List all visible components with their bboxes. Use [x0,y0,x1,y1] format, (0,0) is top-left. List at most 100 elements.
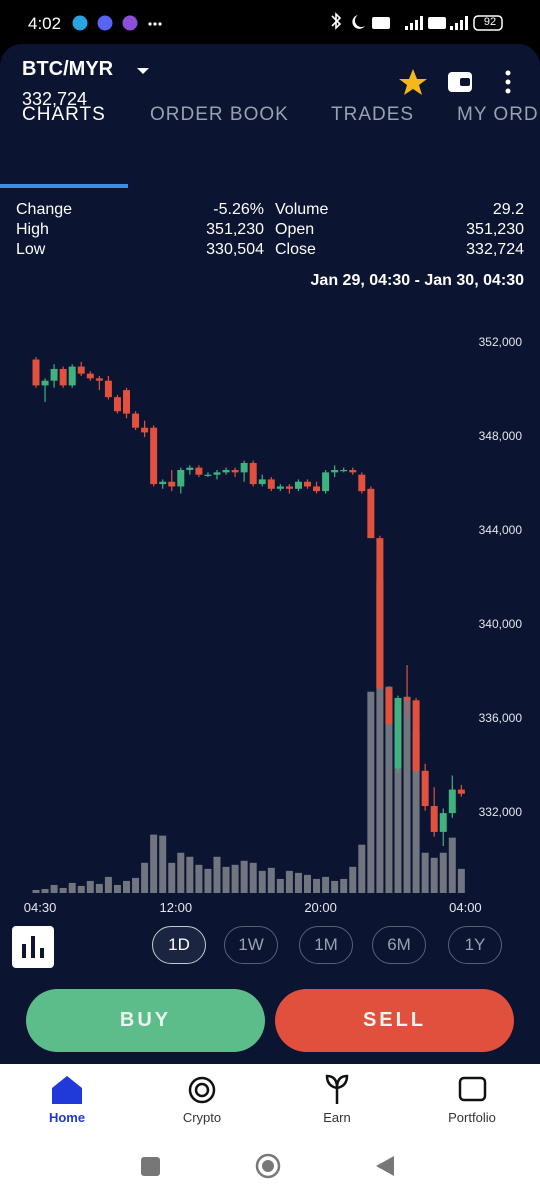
volume-bar [132,877,140,893]
candle-body [294,481,302,489]
tab[interactable]: CHARTS [22,104,106,125]
y-tick-label: 352,000 [479,335,523,349]
candle-body [439,813,447,832]
pair-dropdown[interactable] [136,66,150,76]
timeframe-button[interactable]: 1M [299,926,353,964]
candle-body [186,467,194,470]
volume-bar [376,581,384,893]
stat-label: High [16,221,49,238]
volume-bar [276,878,284,893]
candle-body [141,427,149,433]
volume-bar [150,834,158,893]
tab-indicator [0,184,128,188]
y-tick-label: 336,000 [479,711,523,725]
stat-value: 351,230 [466,221,524,238]
status-time: 4:02 [28,14,62,33]
stat-label: Open [275,221,315,238]
candle-body [222,470,230,473]
volume-bar [231,864,239,893]
volume-bar [177,852,185,893]
nav-label[interactable]: Portfolio [448,1110,496,1125]
sell-button[interactable]: SELL [275,989,514,1052]
candle-body [132,413,140,428]
candle-body [421,770,429,807]
candle-body [349,470,357,473]
stat-label: Change [16,201,73,218]
volume-bar [249,862,257,893]
candle-body [249,462,257,485]
app [0,44,540,1064]
candle-body [104,380,112,398]
tab[interactable]: ORDER BOOK [150,104,289,125]
volume-bar [448,837,456,893]
candle-body [50,368,58,381]
system-nav [141,1153,394,1179]
candle-body [430,806,438,832]
candle-body [77,366,85,374]
y-tick-label: 340,000 [479,617,523,631]
candle-body [304,481,311,487]
volume-bar [403,696,411,893]
buy-button[interactable]: BUY [26,989,265,1052]
volume-bar [168,862,176,893]
header-actions[interactable] [396,66,526,100]
timeframe-button[interactable]: 6M [372,926,426,964]
timeframe-button[interactable]: 1D [152,926,206,964]
x-tick-label: 12:00 [160,900,193,915]
volume-bar [195,864,203,893]
candle-body [448,789,456,814]
volume-bar [50,884,58,893]
candle-body [240,462,248,473]
y-tick-label: 344,000 [479,523,523,537]
candle-body [95,378,103,381]
volume-bar [412,731,420,893]
stat-label: Volume [275,201,329,218]
volume-bar [385,686,393,893]
stat-value: 330,504 [206,241,264,258]
status-icons-left [72,15,162,31]
stat-value: -5.26% [213,201,264,218]
candle-body [41,380,49,386]
timeframe-button[interactable]: 1Y [448,926,502,964]
candle-body [403,697,411,701]
volume-bar [113,884,121,893]
tab[interactable]: TRADES [331,104,415,125]
candle-body [340,470,348,472]
y-tick-label: 332,000 [479,805,523,819]
volume-bar [77,885,85,893]
x-tick-label: 04:00 [449,900,482,915]
chart-type-button[interactable] [12,926,54,968]
volume-bar [331,880,339,893]
volume-bar [204,868,212,893]
bottom-nav: Home Crypto Earn Portfolio [0,1064,540,1200]
candle-body [123,390,130,414]
volume-bar [294,872,302,893]
tab[interactable]: MY ORD [457,104,539,125]
stat-label: Close [275,241,316,258]
stat-label: Low [16,241,46,258]
candle-body [376,538,384,689]
candle-body [394,697,402,769]
x-tick-label: 20:00 [304,900,337,915]
volume-bar [322,876,330,893]
volume-bar [32,889,40,893]
candle-body [195,467,203,475]
volume-bar [86,880,94,893]
nav-label[interactable]: Crypto [182,1110,222,1125]
volume-bar [394,701,402,893]
volume-bar [430,857,438,893]
candle-body [32,359,40,386]
price: 332,724 [22,89,88,109]
volume-bar [141,862,149,893]
status-icons-right [331,12,503,31]
nav-label[interactable]: Home [48,1110,86,1125]
pair[interactable]: BTC/MYR [22,58,114,80]
timeframe-button[interactable]: 1W [224,926,278,964]
nav-icons [52,1074,487,1104]
volume-bar [213,856,221,893]
date-range: Jan 29, 04:30 - Jan 30, 04:30 [310,272,524,289]
candle-body [150,427,158,485]
candle-body [86,373,94,379]
nav-label[interactable]: Earn [323,1110,351,1125]
